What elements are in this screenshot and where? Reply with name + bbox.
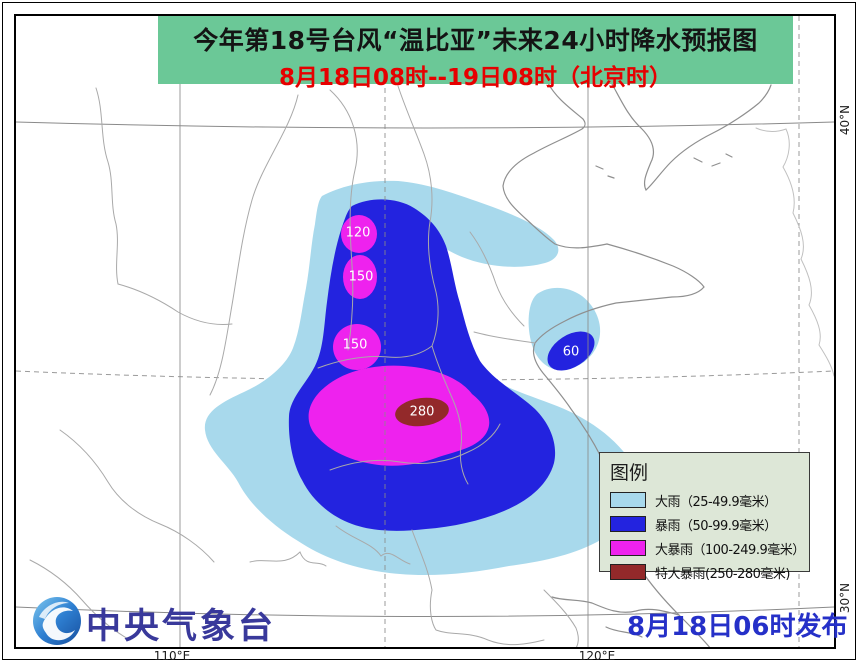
precip-value-label: 150 (342, 337, 368, 353)
gridline-40n (16, 121, 834, 129)
legend-label: 特大暴雨(250-280毫米) (655, 566, 790, 582)
precip-value-label: 60 (562, 344, 580, 360)
axis-label-30n: 30°N (838, 582, 852, 614)
latitude-gridlines (16, 121, 834, 617)
rain-areas (204, 180, 639, 576)
coast-liaodong (611, 83, 772, 191)
legend-row-rainstorm: 暴雨（50-99.9毫米） (610, 512, 809, 536)
province-borders (29, 85, 579, 647)
rainstorm-swatch (610, 516, 646, 532)
axis-label-120e: 120°E (578, 649, 616, 663)
legend-label: 暴雨（50-99.9毫米） (655, 518, 777, 534)
legend-label: 大雨（25-49.9毫米） (655, 494, 777, 510)
legend: 图例 大雨（25-49.9毫米） 暴雨（50-99.9毫米） 大暴雨（100-2… (599, 452, 810, 582)
severe-rainstorm-blob-2 (343, 255, 377, 299)
severe-rainstorm-blob-3 (333, 324, 381, 370)
rainstorm-area-coastal (547, 331, 595, 371)
map-subtitle: 8月18日08时--19日08时（北京时） (278, 65, 673, 91)
extreme-rainstorm-area (395, 397, 449, 427)
title-bar: 今年第18号台风“温比亚”未来24小时降水预报图 8月18日08时--19日08… (158, 16, 793, 91)
map-title: 今年第18号台风“温比亚”未来24小时降水预报图 (193, 26, 758, 55)
legend-title: 图例 (610, 462, 649, 484)
legend-row-severe-rainstorm: 大暴雨（100-249.9毫米） (610, 536, 809, 560)
cma-logo (33, 597, 81, 645)
agency-name: 中央气象台 (86, 607, 277, 647)
coast-bohai-west (502, 82, 608, 249)
coast-yangtze (551, 596, 680, 638)
map-border (14, 14, 836, 649)
axis-label-110e: 110°E (153, 649, 191, 663)
precip-value-label: 120 (345, 225, 371, 241)
precip-value-label: 280 (409, 404, 435, 420)
severe-rainstorm-swatch (610, 540, 646, 556)
gridline-35n (16, 370, 834, 381)
legend-label: 大暴雨（100-249.9毫米） (655, 542, 805, 558)
gridline-30n (16, 606, 834, 617)
extreme-rainstorm-swatch (610, 564, 646, 580)
precip-value-label: 150 (348, 269, 374, 285)
publish-time: 8月18日06时发布 (627, 612, 848, 642)
heavy-rain-swatch (610, 492, 646, 508)
coast-korea (755, 127, 834, 377)
legend-row-extreme-rainstorm: 特大暴雨(250-280毫米) (610, 560, 809, 584)
coast-islands (595, 153, 733, 179)
axis-label-40n: 40°N (838, 104, 852, 136)
legend-row-heavy-rain: 大雨（25-49.9毫米） (610, 488, 809, 512)
